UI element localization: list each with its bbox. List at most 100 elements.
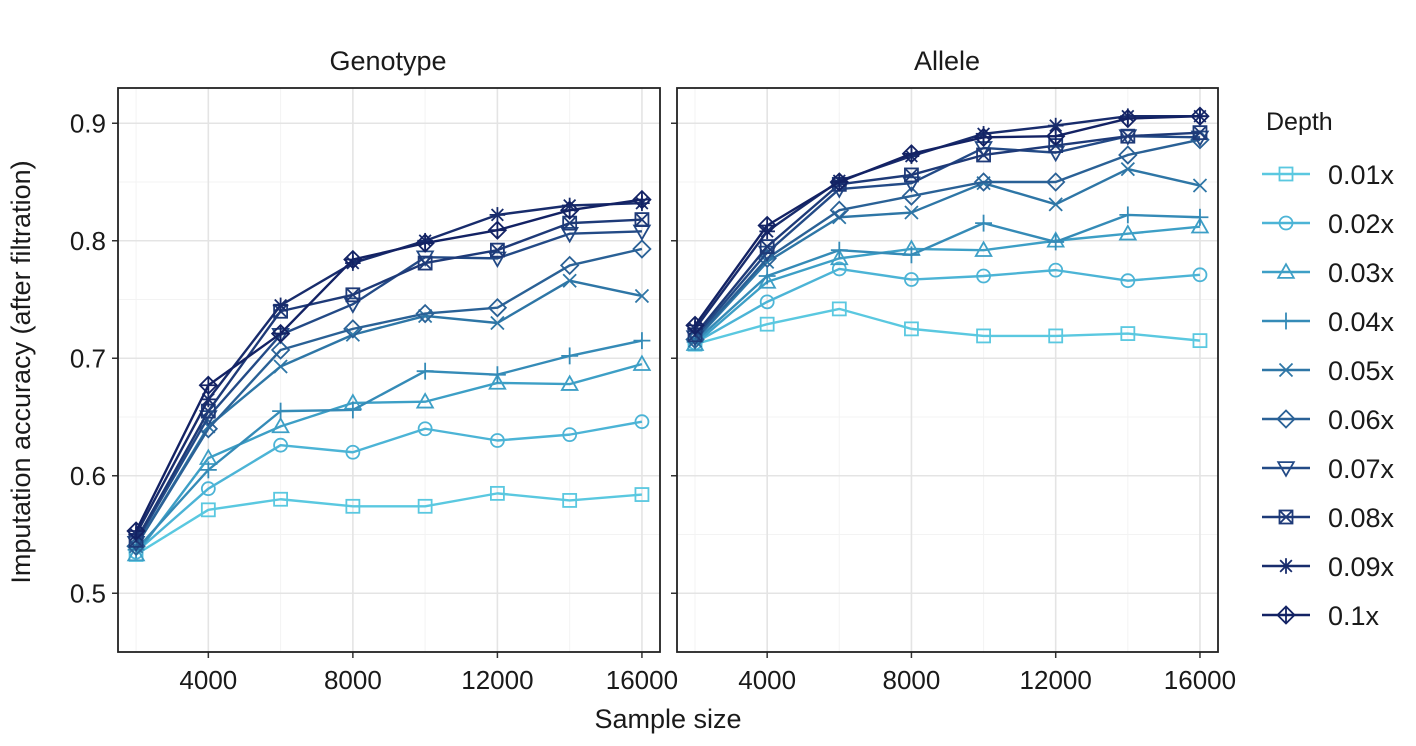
data-point <box>1190 106 1210 126</box>
data-point <box>1118 145 1138 165</box>
data-point <box>1120 128 1136 144</box>
data-point <box>1192 178 1208 193</box>
data-point <box>1120 161 1135 177</box>
legend-label: 0.09x <box>1328 552 1395 582</box>
legend-item: 0.03x <box>1262 258 1395 288</box>
x-tick-label: 4000 <box>179 665 237 695</box>
data-point <box>415 233 435 253</box>
series-group <box>685 106 1210 352</box>
data-point <box>634 212 650 228</box>
series-line <box>694 138 1201 341</box>
data-point <box>904 321 919 337</box>
data-point <box>632 239 652 259</box>
gridlines <box>118 88 660 652</box>
data-point <box>633 332 651 350</box>
data-point <box>902 176 921 193</box>
data-point <box>562 427 578 443</box>
data-point <box>759 316 775 332</box>
legend-key-marker <box>1276 605 1296 625</box>
data-point <box>904 205 919 220</box>
data-point <box>1192 125 1208 141</box>
legend-key-marker <box>1277 312 1295 330</box>
legend-label: 0.07x <box>1328 454 1395 484</box>
data-point <box>126 544 146 562</box>
series-0.04x <box>127 332 651 559</box>
legend-label: 0.1x <box>1328 601 1380 631</box>
series-0.06x <box>126 239 652 556</box>
legend-key-marker <box>1276 409 1296 429</box>
x-tick-label: 4000 <box>738 665 796 695</box>
data-point <box>271 416 290 434</box>
series-line <box>694 167 1201 342</box>
series-line <box>135 247 643 547</box>
data-point <box>345 444 361 460</box>
legend-title: Depth <box>1266 108 1333 136</box>
series-0.1x <box>126 189 652 541</box>
data-point <box>273 491 289 507</box>
data-point <box>561 347 579 365</box>
data-point <box>1120 273 1136 289</box>
panel-border <box>676 87 1219 653</box>
legend-item: 0.08x <box>1262 503 1395 533</box>
series-line <box>694 225 1201 346</box>
legend-item: 0.07x <box>1262 454 1395 484</box>
data-point <box>901 186 922 206</box>
data-point <box>417 255 433 271</box>
data-point <box>488 251 507 268</box>
data-point <box>415 392 435 409</box>
legend-item: 0.04x <box>1262 307 1395 337</box>
data-point <box>489 485 505 501</box>
x-tick-label: 16000 <box>606 665 678 695</box>
data-point <box>1048 328 1064 344</box>
data-point <box>976 268 991 284</box>
legend: Depth 0.01x 0.02x 0.03x 0.04x 0.05x 0.06x 0.07… <box>1262 108 1395 631</box>
data-point <box>200 502 216 518</box>
data-point <box>632 354 652 371</box>
data-point <box>417 308 433 324</box>
data-point <box>200 481 216 497</box>
data-point <box>560 226 580 244</box>
data-point <box>560 374 580 391</box>
data-point <box>562 273 577 288</box>
data-point <box>975 214 993 232</box>
data-point <box>973 127 994 148</box>
data-point <box>901 144 922 164</box>
legend-item: 0.02x <box>1262 209 1395 239</box>
x-tick-label: 16000 <box>1164 665 1236 695</box>
data-point <box>198 375 219 395</box>
legend-key-marker <box>1278 558 1294 574</box>
data-point <box>829 172 850 192</box>
legend-label: 0.03x <box>1328 258 1395 288</box>
facet-title-allele: Allele <box>914 46 980 76</box>
data-point <box>830 241 848 259</box>
data-point <box>973 172 994 192</box>
data-point <box>757 248 777 269</box>
data-point <box>417 498 433 514</box>
series-0.02x <box>687 261 1208 351</box>
data-point <box>632 189 652 210</box>
series-line <box>135 492 643 556</box>
legend-item: 0.05x <box>1262 356 1395 386</box>
series-line <box>694 213 1201 343</box>
legend-key-marker <box>1278 166 1294 182</box>
series-line <box>694 307 1201 346</box>
panels: 4000 8000 12000 16000 0.5 0.6 0.7 0.8 0.9 4000 800… <box>70 87 1236 695</box>
data-point <box>1047 233 1065 251</box>
legend-label: 0.04x <box>1328 307 1395 337</box>
data-point <box>562 493 578 508</box>
data-point <box>273 359 288 374</box>
data-point <box>415 303 435 324</box>
data-point <box>634 288 650 304</box>
data-point <box>976 147 991 163</box>
legend-item: 0.01x <box>1262 160 1395 190</box>
data-point <box>831 261 847 277</box>
data-point <box>488 373 507 390</box>
legend-label: 0.01x <box>1328 160 1395 190</box>
series-0.1x <box>685 106 1210 336</box>
x-tick-label: 8000 <box>324 665 382 695</box>
data-point <box>559 200 580 220</box>
legend-item: 0.09x <box>1262 552 1395 582</box>
data-point <box>488 366 506 384</box>
legend-label: 0.02x <box>1328 209 1395 239</box>
data-point <box>1190 217 1210 234</box>
